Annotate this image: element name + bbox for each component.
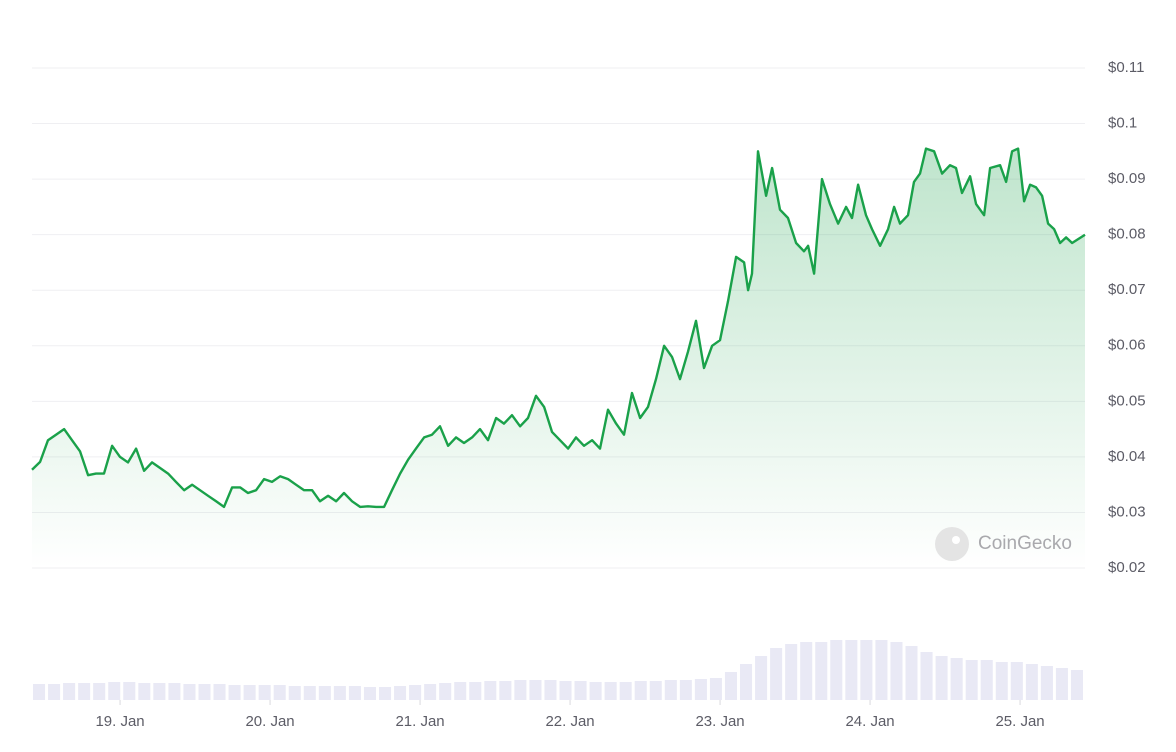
volume-bar xyxy=(363,687,376,700)
x-tick-label: 23. Jan xyxy=(695,713,744,730)
volume-bar xyxy=(213,684,226,700)
volume-bar xyxy=(905,646,918,700)
volume-bar xyxy=(965,660,978,700)
volume-bar xyxy=(770,648,783,700)
volume-bar xyxy=(258,685,271,700)
volume-bar xyxy=(800,642,813,700)
price-line xyxy=(31,147,1086,509)
x-tick-label: 22. Jan xyxy=(545,713,594,730)
volume-bar xyxy=(679,680,692,700)
volume-bar xyxy=(394,686,407,700)
volume-bar xyxy=(243,685,256,700)
volume-bar xyxy=(123,682,136,700)
volume-bar xyxy=(48,684,61,700)
volume-bar xyxy=(860,640,873,700)
volume-bar xyxy=(529,680,542,700)
volume-bar xyxy=(740,664,753,700)
x-tick-label: 24. Jan xyxy=(845,713,894,730)
y-tick-label: $0.05 xyxy=(1108,392,1146,409)
volume-bar xyxy=(785,644,798,700)
volume-bar xyxy=(183,684,196,700)
price-area xyxy=(32,148,1085,568)
volume-bar xyxy=(288,686,301,700)
volume-bar xyxy=(63,683,76,700)
y-tick-label: $0.03 xyxy=(1108,503,1146,520)
watermark: CoinGecko xyxy=(935,527,1072,561)
volume-bar xyxy=(378,687,392,700)
volume-bar xyxy=(724,672,738,700)
volume-bar xyxy=(1010,662,1023,700)
volume-bar xyxy=(93,683,106,700)
volume-bar xyxy=(649,681,662,700)
volume-bar xyxy=(153,683,166,700)
volume-bar xyxy=(198,684,211,700)
x-tick-label: 21. Jan xyxy=(395,713,444,730)
x-tick-label: 20. Jan xyxy=(245,713,294,730)
volume-bar xyxy=(484,681,497,700)
x-tick-label: 25. Jan xyxy=(995,713,1044,730)
volume-bar xyxy=(273,685,286,700)
volume-bar xyxy=(920,652,933,700)
volume-bar xyxy=(935,656,948,700)
volume-bar xyxy=(950,658,963,700)
y-tick-label: $0.02 xyxy=(1108,559,1146,576)
volume-bar xyxy=(318,686,331,700)
volume-bar xyxy=(333,686,346,700)
volume-bar xyxy=(424,684,437,700)
volume-bar xyxy=(1070,670,1083,700)
volume-bar xyxy=(559,681,572,700)
volume-bar xyxy=(33,684,46,700)
watermark-logo-eye xyxy=(952,536,960,544)
x-tick-label: 19. Jan xyxy=(95,713,144,730)
volume-bar xyxy=(1040,666,1053,700)
volume-bar xyxy=(439,683,452,700)
volume-bar xyxy=(78,683,91,700)
volume-bar xyxy=(694,679,707,700)
volume-bar xyxy=(303,686,316,700)
volume-bar xyxy=(845,640,858,700)
y-tick-label: $0.1 xyxy=(1108,115,1137,132)
volume-bar xyxy=(830,640,843,700)
y-tick-label: $0.06 xyxy=(1108,337,1146,354)
volume-bar xyxy=(499,681,512,700)
volume-bar xyxy=(409,685,422,700)
y-tick-label: $0.04 xyxy=(1108,448,1146,465)
volume-bar xyxy=(544,680,557,700)
volume-bar xyxy=(815,642,828,700)
volume-bar xyxy=(755,656,768,700)
volume-bar xyxy=(875,640,888,700)
volume-bar xyxy=(168,683,181,700)
volume-bar xyxy=(348,686,361,700)
volume-bar xyxy=(454,682,467,700)
volume-bar xyxy=(1025,664,1038,700)
volume-bar xyxy=(604,682,617,700)
y-tick-label: $0.11 xyxy=(1108,59,1144,76)
volume-bar xyxy=(1055,668,1068,700)
y-tick-label: $0.09 xyxy=(1108,170,1146,187)
volume-bar xyxy=(980,660,993,700)
volume-bar xyxy=(514,680,527,700)
volume-bar xyxy=(589,682,602,700)
volume-bar xyxy=(469,682,482,700)
volume-bar xyxy=(995,662,1008,700)
y-tick-label: $0.07 xyxy=(1108,281,1146,298)
watermark-logo xyxy=(935,527,969,561)
volume-bar xyxy=(634,681,647,700)
volume-bar xyxy=(709,678,722,700)
y-tick-label: $0.08 xyxy=(1108,226,1146,243)
volume-bar xyxy=(108,682,121,700)
volume-bar xyxy=(664,680,677,700)
volume-bar xyxy=(574,681,587,700)
volume-bar xyxy=(228,685,241,700)
watermark-text: CoinGecko xyxy=(978,533,1072,554)
volume-bar xyxy=(619,682,632,700)
volume-bar xyxy=(890,642,903,700)
volume-bar xyxy=(138,683,151,700)
